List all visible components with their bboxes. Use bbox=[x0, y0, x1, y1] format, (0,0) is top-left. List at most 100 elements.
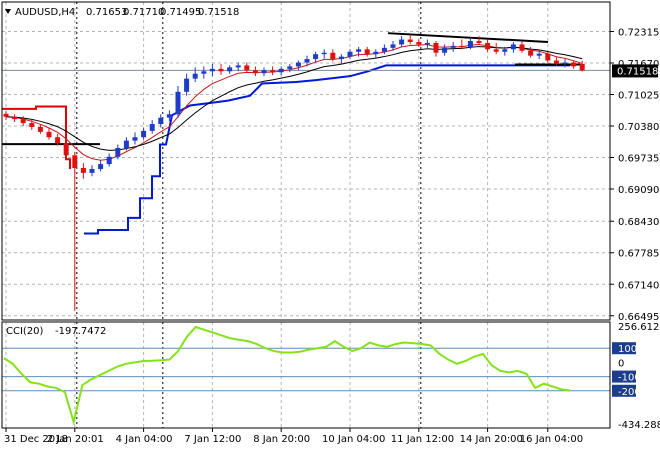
price-tick-label: 0.66495 bbox=[618, 312, 659, 323]
price-panel-frame bbox=[1, 1, 611, 321]
candle-body bbox=[37, 126, 43, 132]
time-tick-label: 10 Jan 04:00 bbox=[322, 434, 385, 445]
price-tick-label: 0.67785 bbox=[618, 249, 659, 260]
cci-tick-label: 0 bbox=[618, 358, 624, 369]
candle-body bbox=[244, 65, 250, 71]
cci-tick-label: 256.6123 bbox=[618, 322, 660, 333]
candle-body bbox=[519, 44, 525, 51]
candle-body bbox=[20, 119, 26, 124]
candle-body bbox=[123, 140, 129, 148]
candle-body bbox=[46, 131, 52, 138]
cci-series bbox=[3, 325, 571, 426]
candle-body bbox=[536, 53, 542, 56]
candle-body bbox=[278, 68, 284, 73]
candle-body bbox=[80, 168, 86, 173]
current-price-value: 0.71518 bbox=[617, 66, 658, 77]
candle-body bbox=[510, 44, 516, 50]
price-tick-label: 0.70380 bbox=[618, 122, 659, 133]
price-tick-label: 0.72315 bbox=[618, 27, 659, 38]
candle-body bbox=[218, 68, 224, 72]
candle-body bbox=[89, 168, 95, 173]
candle-body bbox=[166, 114, 172, 118]
candle-body bbox=[553, 60, 559, 64]
candle-body bbox=[338, 56, 344, 60]
title-triangle-icon bbox=[5, 9, 11, 14]
candle-body bbox=[132, 137, 138, 141]
candle-body bbox=[270, 70, 276, 73]
candle-body bbox=[571, 62, 577, 67]
cci-tick-label: -200 bbox=[618, 387, 641, 398]
cci-level-box bbox=[612, 370, 636, 383]
time-tick-label: 7 Jan 12:00 bbox=[184, 434, 241, 445]
time-tick-label: 2 Jan 20:01 bbox=[47, 434, 104, 445]
candle-body bbox=[373, 51, 379, 55]
candle-body bbox=[330, 52, 336, 60]
price-tick-label: 0.69090 bbox=[618, 185, 659, 196]
resistance-trendline bbox=[387, 32, 549, 43]
candle-body bbox=[459, 45, 465, 47]
candle-body bbox=[98, 164, 104, 169]
candle-body bbox=[115, 147, 121, 157]
time-tick-label: 11 Jan 12:00 bbox=[391, 434, 454, 445]
symbol-label: AUDUSD,H4 bbox=[15, 7, 75, 18]
candle-body bbox=[252, 70, 258, 74]
candle-body bbox=[29, 123, 35, 127]
cci-title: CCI(20) -197.7472 bbox=[6, 326, 106, 337]
price-title: AUDUSD,H4 0.71653 0.71710 0.71495 0.7151… bbox=[5, 7, 239, 18]
candles bbox=[3, 34, 585, 311]
candle-body bbox=[347, 51, 353, 57]
candle-body bbox=[442, 47, 448, 53]
candle-body bbox=[12, 116, 18, 120]
candle-body bbox=[528, 50, 534, 56]
candle-body bbox=[407, 39, 413, 42]
candle-body bbox=[562, 62, 568, 64]
cci-tick-label: -100 bbox=[618, 373, 641, 384]
candle-body bbox=[313, 54, 319, 60]
candle-body bbox=[321, 52, 327, 55]
ohlc-close: 0.71518 bbox=[198, 7, 239, 18]
candle-body bbox=[304, 59, 310, 63]
candle-body bbox=[55, 137, 61, 144]
candle-body bbox=[192, 73, 198, 79]
cci-panel-frame bbox=[1, 321, 611, 429]
cci-grid bbox=[2, 322, 610, 428]
cci-line bbox=[3, 325, 571, 426]
price-tick-label: 0.71025 bbox=[618, 90, 659, 101]
cci-tick-label: 100 bbox=[618, 344, 637, 355]
cci-value-readout: -197.7472 bbox=[55, 326, 106, 337]
candle-body bbox=[399, 39, 405, 45]
candle-body bbox=[433, 42, 439, 53]
candle-body bbox=[381, 47, 387, 52]
candle-body bbox=[175, 91, 181, 115]
candle-body bbox=[295, 62, 301, 67]
price-tick-label: 0.68430 bbox=[618, 217, 659, 228]
candle-body bbox=[502, 49, 508, 52]
candle-body bbox=[184, 78, 190, 92]
price-grid bbox=[2, 2, 610, 428]
candle-body bbox=[467, 41, 473, 47]
price-tick-label: 0.67140 bbox=[618, 280, 659, 291]
ohlc-low: 0.71495 bbox=[160, 7, 201, 18]
candle-body bbox=[72, 155, 78, 168]
time-tick-label: 4 Jan 04:00 bbox=[116, 434, 173, 445]
candle-body bbox=[356, 49, 362, 52]
candle-body bbox=[158, 117, 164, 125]
candle-body bbox=[141, 130, 147, 138]
cci-level-box bbox=[612, 384, 636, 397]
candle-body bbox=[450, 45, 456, 48]
blue-trailing-stop bbox=[84, 64, 570, 235]
candle-body bbox=[424, 42, 430, 45]
time-tick-label: 14 Jan 20:00 bbox=[460, 434, 523, 445]
candle-body bbox=[149, 124, 155, 131]
ohlc-high: 0.71710 bbox=[123, 7, 164, 18]
candle-body bbox=[390, 44, 396, 48]
price-tick-label: 0.69735 bbox=[618, 153, 659, 164]
candle-body bbox=[476, 41, 482, 43]
candle-body bbox=[261, 70, 267, 74]
current-price-tag-bg bbox=[612, 64, 658, 78]
